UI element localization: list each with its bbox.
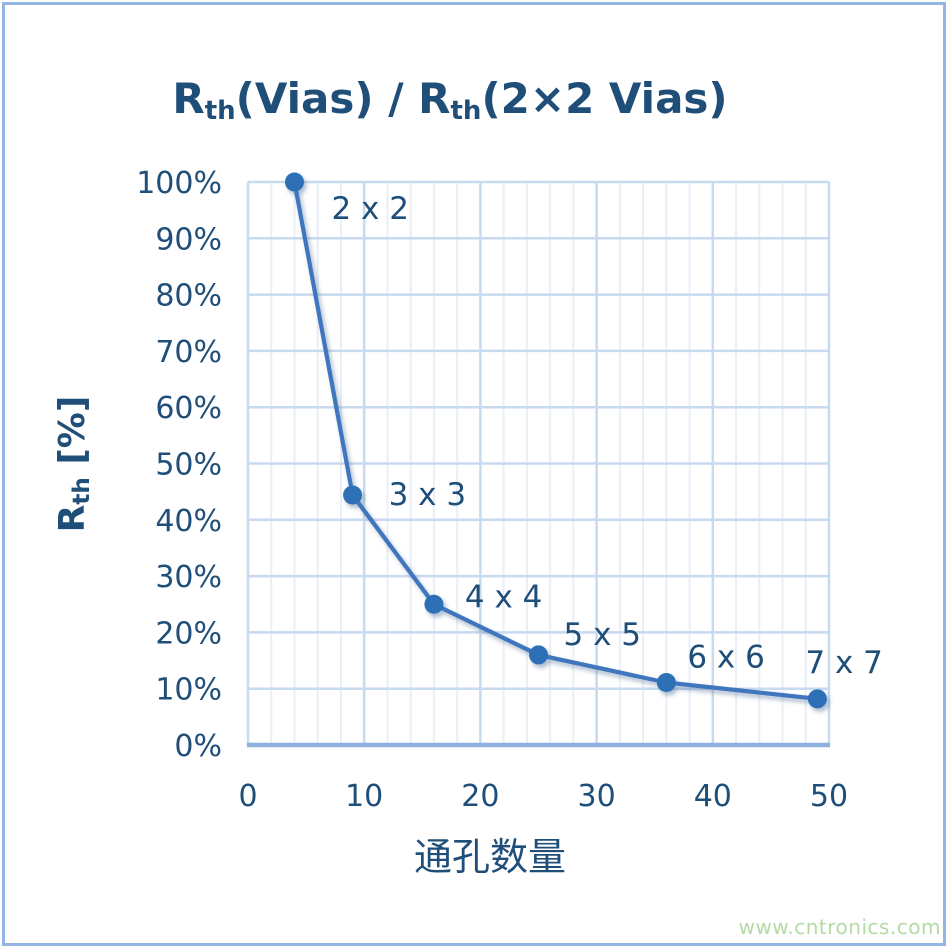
chart-title: Rth(Vias) / Rth(2×2 Vias)	[0, 74, 900, 126]
chart-title-subscript: th	[204, 96, 236, 126]
y-tick-label: 90%	[155, 222, 222, 257]
series-line	[292, 179, 820, 701]
chart-title-segment: R	[172, 74, 205, 123]
point-label: 6 x 6	[687, 640, 765, 676]
point-label: 4 x 4	[465, 579, 543, 615]
x-tick-label: 10	[345, 779, 383, 814]
data-point-marker	[424, 594, 444, 614]
chart-title-subscript: th	[450, 96, 482, 126]
x-axis-title: 通孔数量	[413, 835, 566, 879]
y-tick-label: 80%	[155, 279, 222, 314]
y-tick-label: 10%	[155, 673, 222, 708]
chart-title-segment: (2×2 Vias)	[481, 74, 728, 123]
y-tick-label: 40%	[155, 504, 222, 539]
x-tick-label: 30	[578, 779, 616, 814]
data-point-marker	[807, 689, 827, 709]
point-label: 3 x 3	[389, 477, 467, 513]
x-tick-label: 40	[694, 779, 732, 814]
x-tick-label: 20	[461, 779, 499, 814]
chart-title-segment: (Vias) / R	[235, 74, 451, 123]
x-tick-label: 50	[810, 779, 848, 814]
y-tick-label: 20%	[155, 616, 222, 651]
y-axis-title: Rth [%]	[52, 314, 112, 614]
y-tick-label: 50%	[155, 448, 222, 483]
y-axis-title-subscript: th	[69, 477, 95, 505]
data-series	[284, 172, 827, 709]
watermark: www.cntronics.com	[738, 915, 941, 939]
y-axis-title-segment: R	[52, 504, 93, 533]
y-tick-label: 70%	[155, 335, 222, 370]
y-tick-label: 100%	[136, 166, 222, 201]
point-label: 5 x 5	[564, 617, 642, 653]
y-tick-label: 60%	[155, 391, 222, 426]
y-axis-title-segment: [%]	[52, 395, 93, 478]
x-tick-label: 0	[238, 779, 257, 814]
point-label: 7 x 7	[805, 645, 883, 681]
data-point-marker	[343, 485, 363, 505]
data-point-marker	[284, 172, 304, 192]
data-point-marker	[529, 645, 548, 665]
point-label: 2 x 2	[331, 191, 409, 227]
y-tick-label: 30%	[155, 560, 222, 595]
y-tick-label: 0%	[174, 729, 222, 764]
data-point-marker	[656, 673, 676, 693]
